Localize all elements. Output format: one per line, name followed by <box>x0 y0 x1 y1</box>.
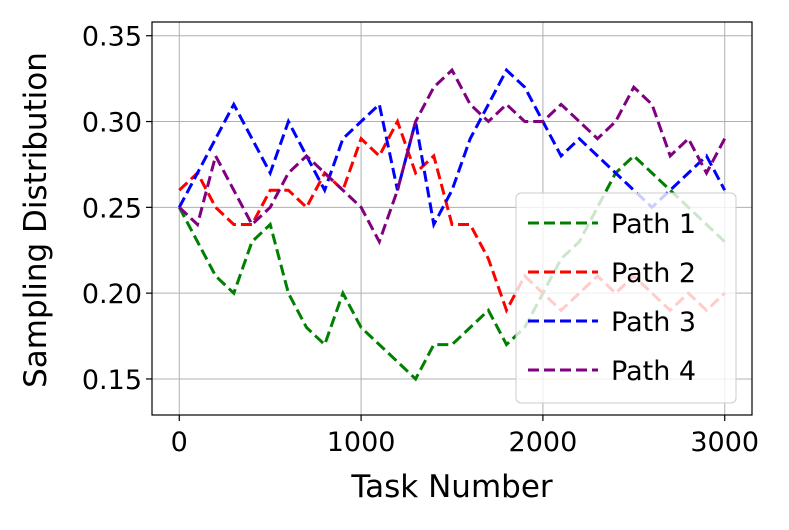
y-tick-label: 0.35 <box>82 22 142 53</box>
series-line <box>177 67 727 230</box>
y-tick-label: 0.15 <box>82 365 142 396</box>
series-line <box>178 67 727 246</box>
plot-frame <box>151 21 753 416</box>
legend: Path 1 Path 2 Path 3 Path 4 <box>515 192 737 404</box>
y-tick-label: 0.25 <box>82 193 142 224</box>
x-tick-label: 1000 <box>327 427 396 458</box>
legend-box <box>515 192 737 404</box>
legend-label: Path 3 <box>611 307 696 338</box>
series-line <box>177 153 726 382</box>
y-tick-label: 0.20 <box>82 279 142 310</box>
legend-label: Path 1 <box>611 209 696 240</box>
x-tick-label: 0 <box>171 427 188 458</box>
x-tick-label: 3000 <box>690 427 759 458</box>
y-tick-label: 0.30 <box>82 108 142 139</box>
x-axis-label: Task Number <box>350 469 553 505</box>
y-axis-label: Sampling Distribution <box>18 52 54 388</box>
legend-label: Path 2 <box>611 258 696 289</box>
legend-label: Path 4 <box>611 356 696 387</box>
x-tick-label: 2000 <box>509 427 578 458</box>
